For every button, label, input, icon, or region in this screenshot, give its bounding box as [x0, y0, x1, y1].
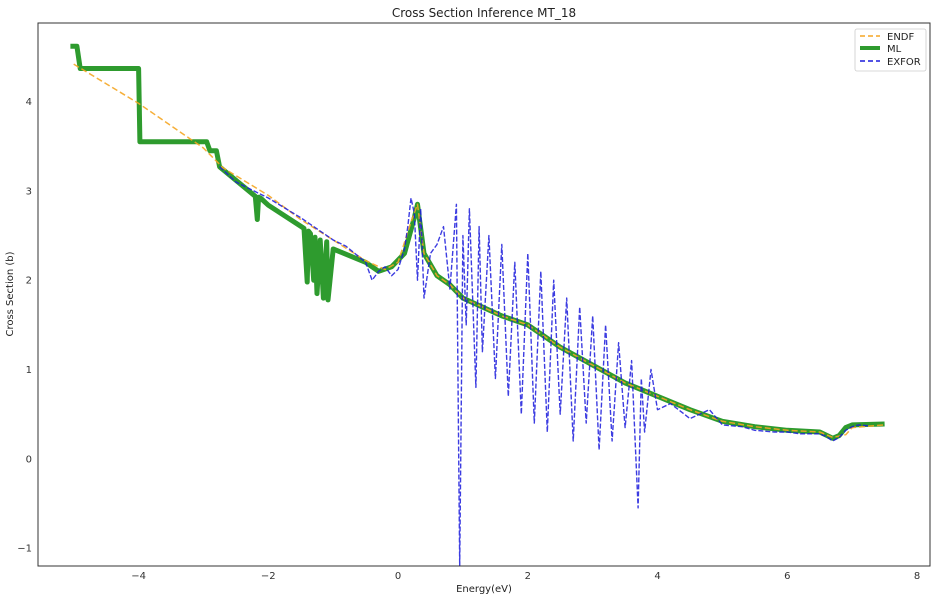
legend-label-endf: ENDF — [887, 32, 914, 43]
x-tick-label: 2 — [525, 571, 531, 582]
y-tick-label: 1 — [26, 365, 32, 376]
x-tick-label: 8 — [914, 571, 920, 582]
x-tick-label: −4 — [131, 571, 146, 582]
x-tick-label: 4 — [654, 571, 660, 582]
x-tick-label: 6 — [784, 571, 790, 582]
x-tick-label: −2 — [261, 571, 276, 582]
series-layer — [70, 43, 885, 566]
x-tick-label: 0 — [395, 571, 401, 582]
y-tick-label: −1 — [17, 544, 32, 555]
plot-frame — [37, 22, 931, 567]
chart-title: Cross Section Inference MT_18 — [392, 6, 576, 20]
y-axis-label: Cross Section (b) — [5, 251, 16, 336]
legend: ENDF ML EXFOR — [854, 28, 927, 72]
y-tick-label: 4 — [26, 97, 32, 108]
y-tick-label: 0 — [26, 454, 32, 465]
ticks-layer: −4 −2 0 2 4 6 8 −1 0 1 2 3 4 — [17, 97, 920, 582]
y-tick-label: 3 — [26, 186, 32, 197]
series-line-exfor — [219, 166, 869, 566]
series-line-ml — [70, 43, 885, 441]
legend-label-exfor: EXFOR — [887, 57, 921, 68]
legend-label-ml: ML — [887, 44, 902, 55]
y-tick-label: 2 — [26, 276, 32, 287]
x-axis-label: Energy(eV) — [456, 584, 512, 595]
